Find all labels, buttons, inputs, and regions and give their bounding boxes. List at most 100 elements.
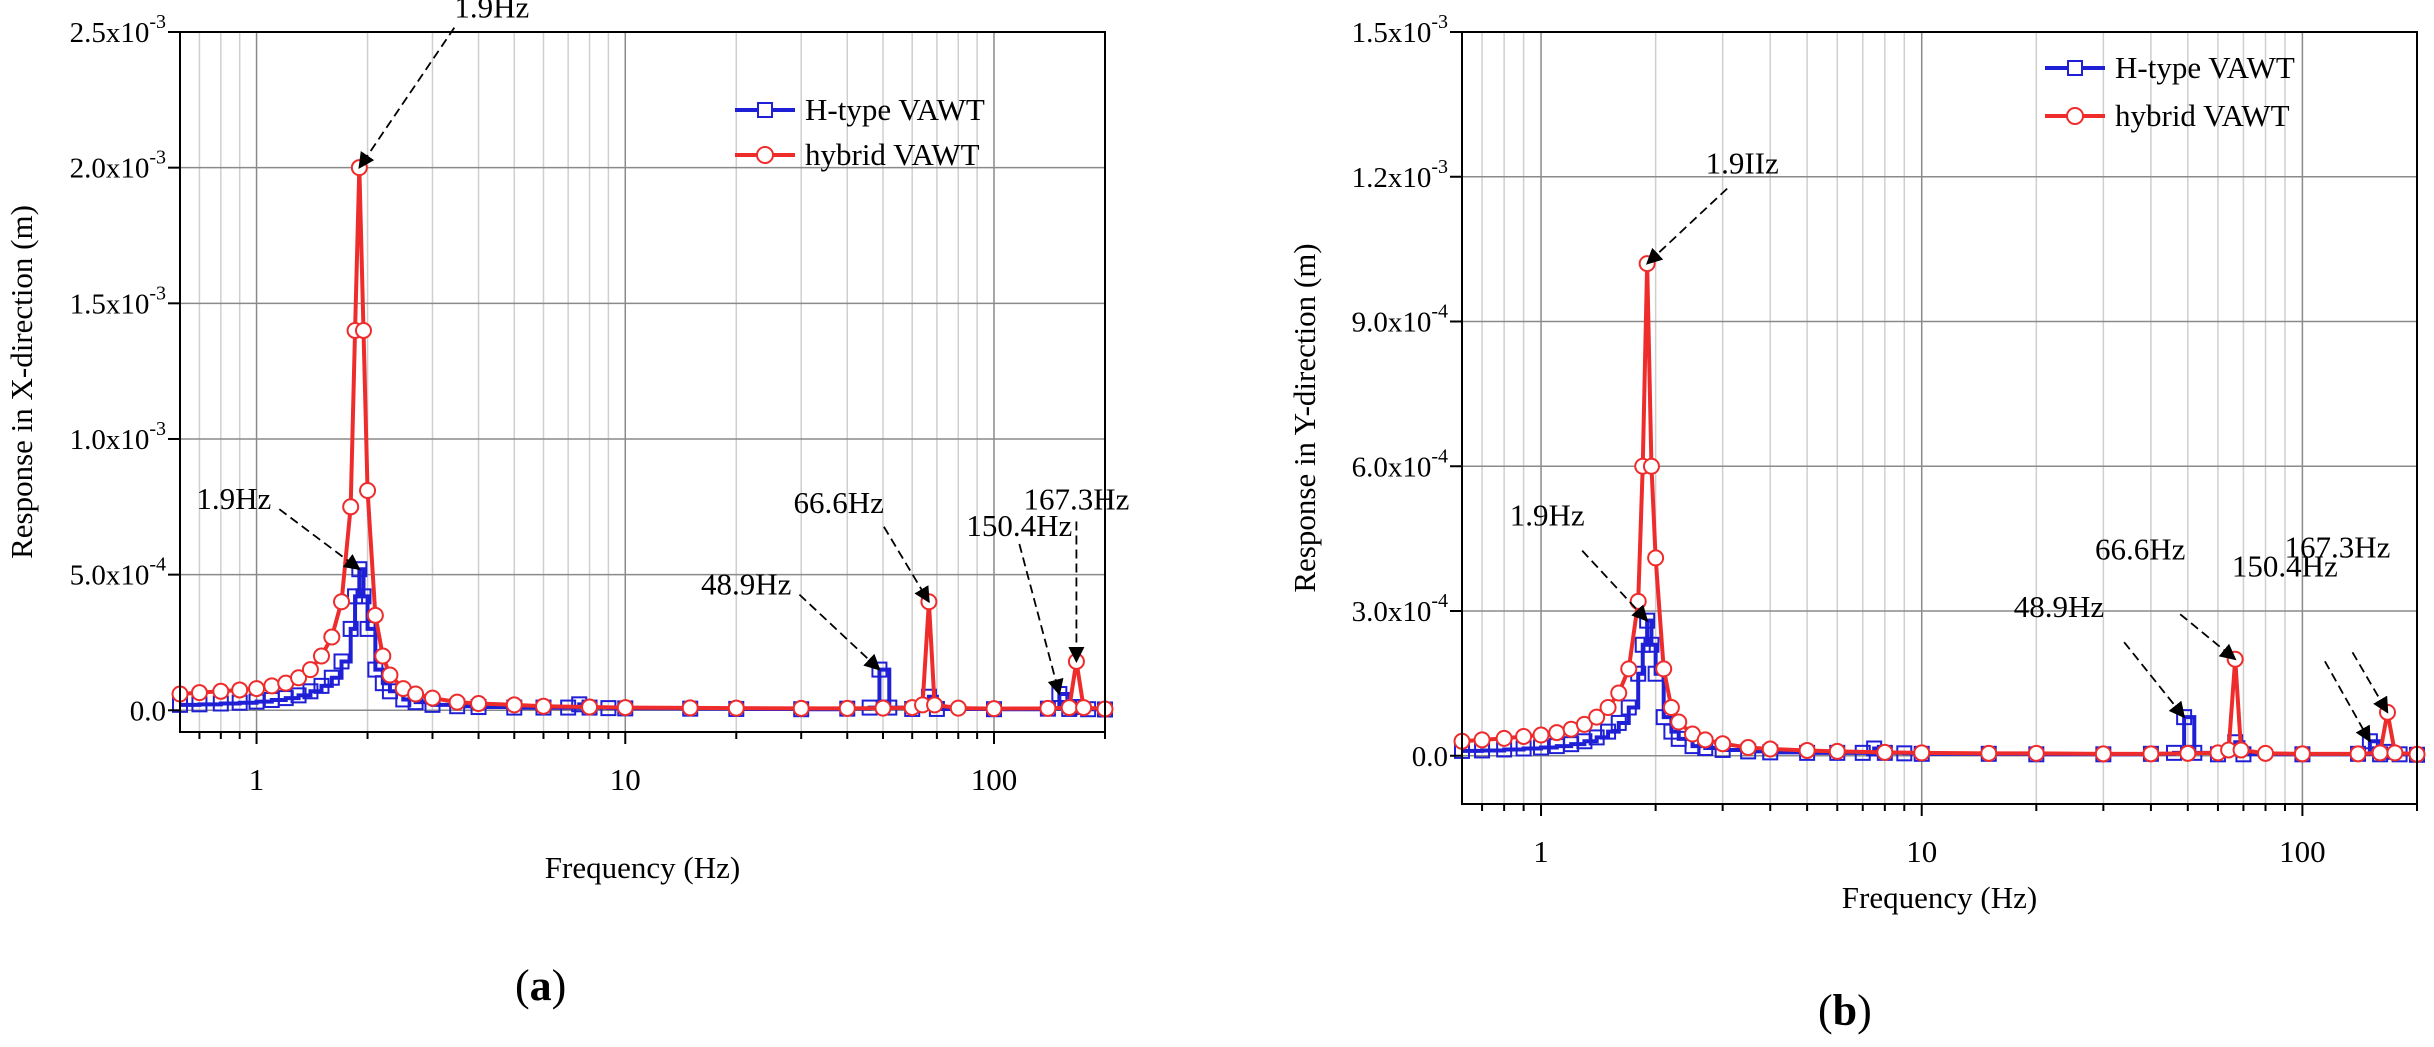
annotation-arrow [2123, 641, 2186, 719]
data-point [423, 689, 441, 707]
data-point [2257, 744, 2275, 762]
data-point [2386, 744, 2404, 762]
data-point [359, 620, 376, 637]
data-point [1610, 714, 1627, 731]
legend-label-h-type: H-type VAWT [805, 92, 985, 127]
series-hybrid [171, 159, 1114, 718]
legend-swatch-marker [756, 146, 774, 164]
data-point [407, 685, 425, 703]
data-point [1634, 636, 1651, 653]
annotation-arrow [798, 593, 881, 671]
annotation-arrow [883, 526, 930, 604]
data-point [1620, 660, 1638, 678]
y-tick-label: 9.0x10-4 [1352, 301, 1448, 339]
major-gridlines [1462, 31, 2417, 804]
legend: H-type VAWT hybrid VAWT [735, 92, 985, 172]
legend-swatch-marker [757, 102, 773, 118]
legend-label-hybrid: hybrid VAWT [2115, 98, 2290, 133]
annotation-arrow [1645, 187, 1728, 265]
data-point [2349, 745, 2367, 763]
caption-b-close: ) [1857, 986, 1872, 1035]
y-tick-labels: 0.05.0x10-41.0x10-31.5x10-32.0x10-32.5x1… [70, 11, 180, 727]
caption-a-close: ) [551, 961, 567, 1010]
data-point [1060, 699, 1078, 717]
data-point [505, 696, 523, 714]
data-point [1620, 699, 1637, 716]
caption-b-letter: b [1832, 986, 1858, 1035]
y-tick-mantissa: 1.2x10 [1352, 162, 1432, 194]
x-axis-label: Frequency (Hz) [545, 850, 740, 885]
x-tick-label: 100 [2279, 834, 2326, 869]
data-point [290, 669, 308, 687]
data-point [1576, 733, 1593, 750]
data-point [374, 647, 392, 665]
plot-frame [179, 31, 1106, 733]
annotation-arrow [1018, 543, 1064, 696]
series-line [180, 567, 1107, 712]
x-axis-label: Frequency (Hz) [1842, 880, 2037, 915]
annotation-label: 1.9Hz [1510, 498, 1585, 533]
data-point [1655, 660, 1673, 678]
data-point [1599, 699, 1617, 716]
legend: H-type VAWT hybrid VAWT [2045, 50, 2295, 133]
data-point [448, 693, 466, 711]
data-point [616, 699, 634, 717]
y-axis-label: Response in Y-direction (m) [1287, 243, 1322, 592]
series-hybrid [1453, 255, 2426, 763]
data-point [359, 482, 377, 500]
data-point [1662, 699, 1680, 716]
caption-b-open: ( [1818, 986, 1833, 1035]
data-point [1980, 744, 1998, 762]
data-point [1075, 699, 1093, 717]
data-point [1798, 741, 1816, 759]
y-tick-mantissa: 1.5x10 [1352, 17, 1432, 49]
y-tick-exponent: -3 [1431, 156, 1448, 178]
data-point [1647, 549, 1665, 567]
legend-label-hybrid: hybrid VAWT [805, 137, 980, 172]
chart-panel-a: 1 10 100 0.05.0x10-41.0x10-31.5x10-32.0x10-… [4, 0, 1129, 885]
y-tick-mantissa: 5.0x10 [70, 560, 150, 592]
data-point [1610, 684, 1628, 702]
y-tick-label: 0.0 [1412, 741, 1448, 773]
data-point [470, 695, 488, 713]
data-point [985, 700, 1003, 718]
y-tick-label: 1.0x10-3 [70, 418, 166, 456]
data-point [1515, 727, 1533, 745]
data-point [248, 680, 266, 698]
data-point [355, 588, 372, 605]
y-tick-exponent: -3 [149, 282, 166, 304]
data-point [333, 593, 351, 611]
legend-swatch-marker [2067, 60, 2083, 76]
x-tick-labels: 1 10 100 [198, 732, 1106, 797]
series-h-type [172, 561, 1113, 718]
data-point [1642, 457, 1660, 475]
y-tick-mantissa: 2.0x10 [70, 153, 150, 185]
x-tick-label: 10 [610, 762, 641, 797]
data-point [381, 666, 399, 684]
data-point [313, 677, 330, 694]
annotation-label: 1.9IIz [1706, 146, 1779, 181]
data-point [354, 321, 372, 339]
annotation-label: 150.4Hz [966, 508, 1072, 543]
y-tick-label: 6.0x10-4 [1352, 445, 1448, 483]
data-point [333, 653, 350, 670]
y-tick-mantissa: 6.0x10 [1352, 451, 1432, 483]
data-point [342, 498, 360, 516]
data-point [301, 661, 319, 679]
annotation-arrow [358, 27, 456, 169]
data-point [1828, 742, 1846, 760]
x-tick-labels: 1 10 100 [1481, 804, 2418, 869]
y-tick-exponent: -3 [1431, 11, 1448, 33]
series-line [1461, 263, 2418, 757]
y-tick-exponent: -3 [149, 147, 166, 169]
caption-a: (a) [515, 960, 566, 1011]
annotation-label: 1.9Hz [196, 481, 271, 516]
data-point [1714, 735, 1732, 753]
data-point [1670, 713, 1688, 731]
x-tick-label: 1 [1533, 834, 1549, 869]
annotation-label: 167.3Hz [1023, 481, 1129, 516]
annotation-arrow [1581, 550, 1649, 622]
minor-gridlines [198, 32, 1106, 732]
data-point [312, 647, 330, 665]
